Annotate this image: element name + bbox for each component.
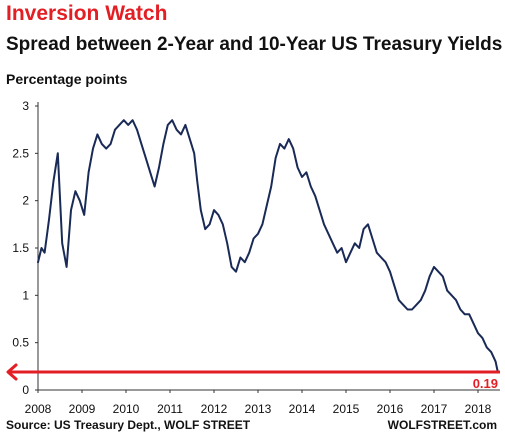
chart-axes (37, 102, 500, 391)
arrow-head-icon (6, 363, 18, 381)
x-tick-label: 2010 (113, 402, 140, 416)
x-tick-label: 2009 (69, 402, 96, 416)
y-tick-label: 1.5 (12, 241, 29, 255)
brand-credit: WOLFSTREET.com (387, 418, 497, 432)
series-line-0 (37, 119, 499, 373)
annotation-label: 0.19 (473, 376, 498, 391)
y-tick-label: 0 (22, 383, 29, 397)
y-axis-label: Percentage points (6, 71, 128, 87)
chart-subtitle: Spread between 2-Year and 10-Year US Tre… (6, 34, 503, 55)
x-tick-label: 2008 (25, 402, 52, 416)
y-tick-label: 0.5 (12, 336, 29, 350)
x-tick-label: 2014 (289, 402, 316, 416)
annotation-layer: 0.19 (6, 363, 500, 391)
x-tick-label: 2018 (465, 402, 492, 416)
source-note: Source: US Treasury Dept., WOLF STREET (6, 418, 251, 432)
chart-title: Inversion Watch (6, 2, 168, 25)
tick-labels: 0 0.5 1 1.5 2 2.5 3 2008 2009 2010 2011 2012 2013 201… (12, 99, 491, 416)
series-lines (37, 119, 499, 373)
x-tick-label: 2012 (201, 402, 228, 416)
y-tick-label: 2 (22, 194, 29, 208)
y-tick-label: 3 (22, 99, 29, 113)
x-tick-label: 2011 (157, 402, 183, 416)
y-tick-label: 1 (22, 288, 29, 302)
x-tick-label: 2015 (333, 402, 360, 416)
y-tick-label: 2.5 (12, 146, 29, 160)
x-tick-label: 2017 (421, 402, 448, 416)
x-tick-label: 2016 (377, 402, 404, 416)
x-tick-label: 2013 (245, 402, 272, 416)
